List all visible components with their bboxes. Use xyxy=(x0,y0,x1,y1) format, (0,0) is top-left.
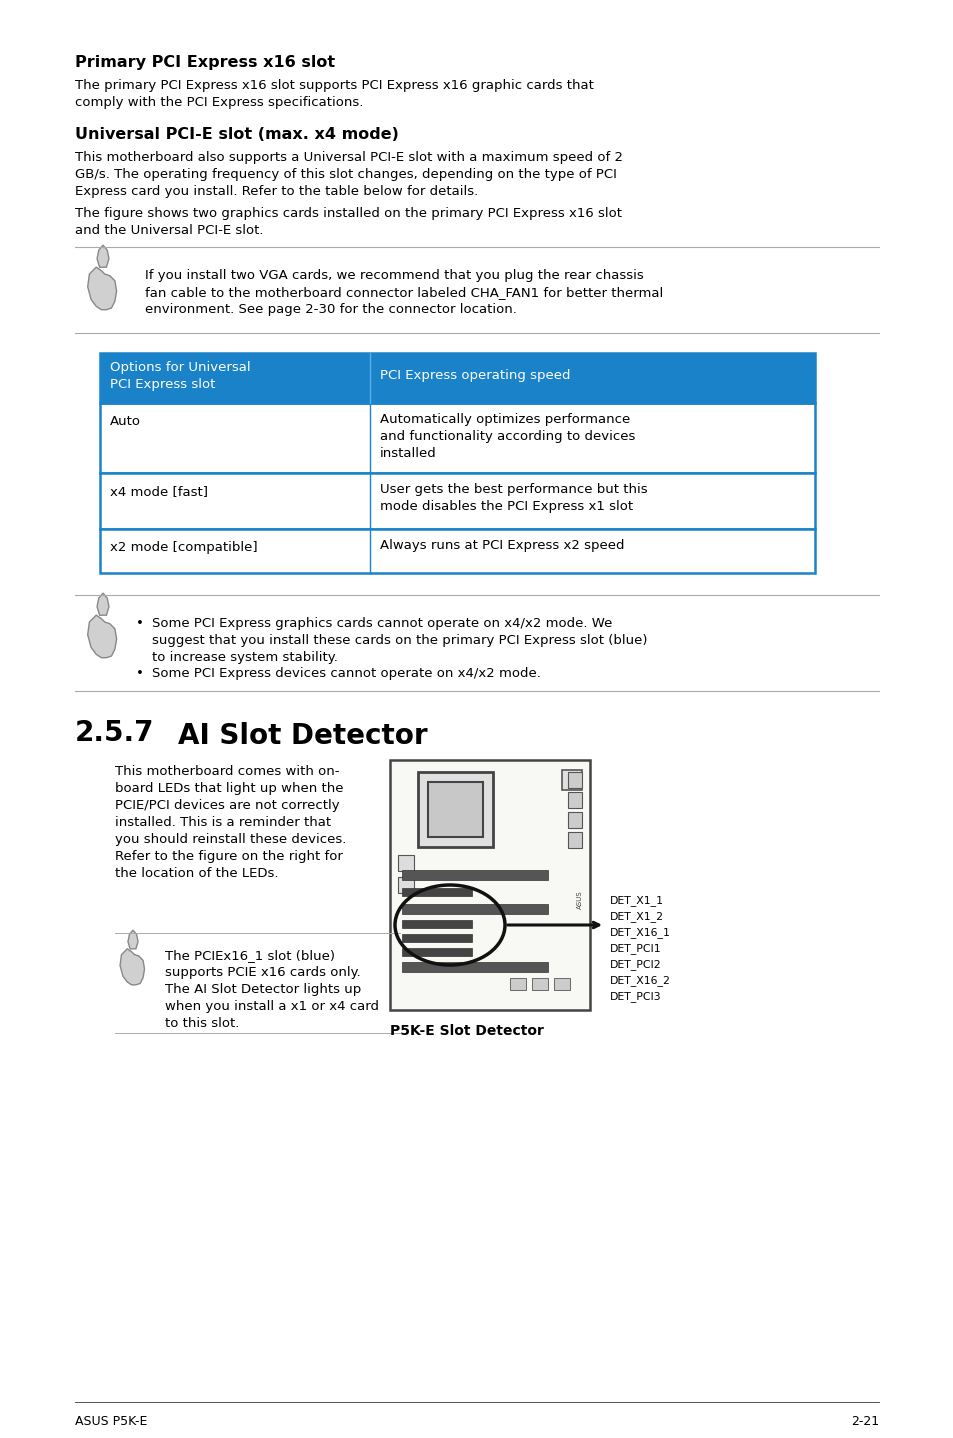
Bar xyxy=(561,769,581,789)
Bar xyxy=(401,905,547,915)
Text: DET_PCI1: DET_PCI1 xyxy=(609,943,661,953)
Text: AI Slot Detector: AI Slot Detector xyxy=(178,722,427,751)
Polygon shape xyxy=(120,949,144,985)
Text: If you install two VGA cards, we recommend that you plug the rear chassis
fan ca: If you install two VGA cards, we recomme… xyxy=(145,269,662,316)
Bar xyxy=(401,870,547,880)
Polygon shape xyxy=(128,930,138,949)
Bar xyxy=(397,877,414,893)
Text: PCI Express operating speed: PCI Express operating speed xyxy=(379,370,570,383)
Text: Options for Universal
PCI Express slot: Options for Universal PCI Express slot xyxy=(110,361,251,391)
Text: ASUS P5K-E: ASUS P5K-E xyxy=(75,1415,147,1428)
Bar xyxy=(397,856,414,871)
Polygon shape xyxy=(88,615,116,657)
Text: The PCIEx16_1 slot (blue)
supports PCIE x16 cards only.
The AI Slot Detector lig: The PCIEx16_1 slot (blue) supports PCIE … xyxy=(165,949,378,1030)
Text: P5K-E Slot Detector: P5K-E Slot Detector xyxy=(390,1024,543,1038)
Bar xyxy=(100,529,814,572)
Text: This motherboard also supports a Universal PCI-E slot with a maximum speed of 2
: This motherboard also supports a Univers… xyxy=(75,151,622,198)
Text: Auto: Auto xyxy=(110,416,141,429)
Bar xyxy=(417,772,493,847)
Text: DET_X16_1: DET_X16_1 xyxy=(609,928,670,938)
Text: The figure shows two graphics cards installed on the primary PCI Express x16 slo: The figure shows two graphics cards inst… xyxy=(75,207,621,237)
Text: DET_PCI2: DET_PCI2 xyxy=(609,959,661,969)
Bar xyxy=(401,948,472,956)
Text: The primary PCI Express x16 slot supports PCI Express x16 graphic cards that
com: The primary PCI Express x16 slot support… xyxy=(75,79,594,109)
Bar xyxy=(390,761,589,1009)
Text: x4 mode [fast]: x4 mode [fast] xyxy=(110,485,208,498)
Text: •: • xyxy=(136,667,144,680)
Text: DET_X16_2: DET_X16_2 xyxy=(609,975,670,986)
Polygon shape xyxy=(97,592,109,615)
Text: This motherboard comes with on-
board LEDs that light up when the
PCIE/PCI devic: This motherboard comes with on- board LE… xyxy=(115,765,346,880)
Bar xyxy=(100,352,814,403)
Text: DET_X1_2: DET_X1_2 xyxy=(609,912,663,922)
Text: •: • xyxy=(136,617,144,630)
Bar xyxy=(100,403,814,473)
Text: Always runs at PCI Express x2 speed: Always runs at PCI Express x2 speed xyxy=(379,539,624,552)
Text: 2-21: 2-21 xyxy=(850,1415,878,1428)
Polygon shape xyxy=(88,267,116,309)
Bar xyxy=(100,473,814,529)
Text: Some PCI Express devices cannot operate on x4/x2 mode.: Some PCI Express devices cannot operate … xyxy=(152,667,540,680)
Polygon shape xyxy=(97,244,109,267)
Bar xyxy=(567,792,581,808)
Bar xyxy=(401,935,472,942)
Text: Some PCI Express graphics cards cannot operate on x4/x2 mode. We
suggest that yo: Some PCI Express graphics cards cannot o… xyxy=(152,617,647,664)
Bar xyxy=(567,833,581,848)
Bar xyxy=(510,978,525,989)
Bar xyxy=(100,352,814,403)
Bar xyxy=(401,920,472,928)
Bar xyxy=(401,962,547,972)
Text: ASUS: ASUS xyxy=(577,890,582,909)
Bar xyxy=(554,978,569,989)
Bar xyxy=(567,772,581,788)
Text: 2.5.7: 2.5.7 xyxy=(75,719,154,746)
Bar xyxy=(401,889,472,896)
Text: Automatically optimizes performance
and functionality according to devices
insta: Automatically optimizes performance and … xyxy=(379,413,635,460)
Bar xyxy=(567,812,581,828)
Text: Primary PCI Express x16 slot: Primary PCI Express x16 slot xyxy=(75,55,335,70)
Text: DET_X1_1: DET_X1_1 xyxy=(609,894,663,906)
Text: User gets the best performance but this
mode disables the PCI Express x1 slot: User gets the best performance but this … xyxy=(379,483,647,513)
Bar xyxy=(532,978,547,989)
Text: DET_PCI3: DET_PCI3 xyxy=(609,991,661,1002)
Text: x2 mode [compatible]: x2 mode [compatible] xyxy=(110,541,257,554)
Bar xyxy=(428,782,482,837)
Text: Universal PCI-E slot (max. x4 mode): Universal PCI-E slot (max. x4 mode) xyxy=(75,127,398,142)
